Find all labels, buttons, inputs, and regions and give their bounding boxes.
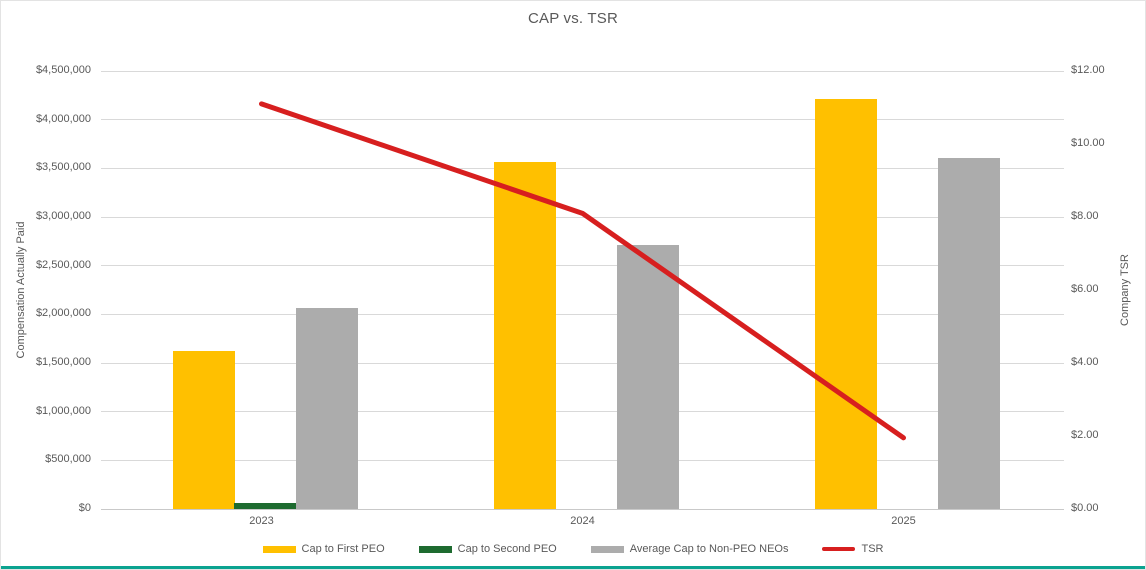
gridline bbox=[101, 459, 1064, 461]
legend-swatch-tsr bbox=[822, 547, 856, 551]
gridline bbox=[101, 411, 1064, 413]
legend-swatch-cap-to-first-peo bbox=[262, 545, 296, 553]
right-axis-tick-label: $0.00 bbox=[1071, 502, 1099, 514]
bar-average-cap-to-non-peo-neos bbox=[937, 157, 1000, 509]
right-axis-tick-label: $6.00 bbox=[1071, 283, 1099, 295]
legend-swatch-average-cap-to-non-peo-neos bbox=[590, 545, 624, 553]
bar-cap-to-second-peo bbox=[233, 503, 296, 509]
left-axis-tick-label: $500,000 bbox=[45, 453, 91, 466]
gridline bbox=[101, 167, 1064, 169]
legend-item-cap-to-first-peo: Cap to First PEO bbox=[262, 543, 385, 555]
legend-label: Cap to First PEO bbox=[301, 543, 385, 555]
legend-label: Cap to Second PEO bbox=[457, 543, 557, 555]
left-axis-tick-label: $3,000,000 bbox=[35, 210, 91, 222]
legend-item-tsr: TSR bbox=[822, 543, 883, 555]
right-axis-tick-label: $12.00 bbox=[1071, 64, 1105, 76]
bar-average-cap-to-non-peo-neos bbox=[295, 308, 358, 509]
gridline bbox=[101, 265, 1064, 267]
gridline bbox=[101, 362, 1064, 364]
left-axis-tick-label: $0 bbox=[78, 502, 91, 514]
x-axis-label: 2024 bbox=[570, 515, 595, 527]
bar-cap-to-first-peo bbox=[493, 161, 556, 509]
legend-item-average-cap-to-non-peo-neos: Average Cap to Non-PEO NEOs bbox=[590, 543, 789, 555]
right-axis-tick-label: $8.00 bbox=[1071, 210, 1099, 222]
left-axis-tick-label: $3,500,000 bbox=[35, 161, 91, 174]
right-axis-tick-label: $2.00 bbox=[1071, 429, 1099, 441]
gridline bbox=[101, 216, 1064, 218]
gridline bbox=[101, 70, 1064, 72]
bar-cap-to-first-peo bbox=[172, 351, 235, 509]
legend: Cap to First PEO Cap to Second PEO Average… bbox=[1, 543, 1145, 555]
right-axis-tick-label: $4.00 bbox=[1071, 356, 1099, 368]
legend-label: TSR bbox=[861, 543, 884, 555]
bar-average-cap-to-non-peo-neos bbox=[616, 245, 679, 509]
gridline bbox=[101, 119, 1064, 121]
left-axis-tick-label: $1,500,000 bbox=[35, 356, 91, 368]
chart-title: CAP vs. TSR bbox=[527, 10, 618, 27]
bar-cap-to-first-peo bbox=[814, 99, 877, 509]
x-axis-label: 2023 bbox=[249, 515, 274, 527]
legend-item-cap-to-second-peo: Cap to Second PEO bbox=[418, 543, 557, 555]
left-axis-tick-label: $4,500,000 bbox=[35, 64, 91, 76]
left-axis-tick-label: $2,500,000 bbox=[35, 258, 91, 271]
gridline bbox=[101, 508, 1064, 510]
right-axis-tick-label: $10.00 bbox=[1071, 137, 1105, 149]
bottom-accent-bar bbox=[1, 566, 1145, 569]
left-axis-tick-label: $2,000,000 bbox=[35, 307, 91, 320]
left-axis-tick-label: $1,000,000 bbox=[35, 404, 91, 417]
gridline bbox=[101, 313, 1064, 315]
left-axis-tick-label: $4,000,000 bbox=[35, 112, 91, 125]
legend-label: Average Cap to Non-PEO NEOs bbox=[629, 543, 789, 555]
legend-swatch-cap-to-second-peo bbox=[418, 545, 452, 553]
x-axis-label: 2025 bbox=[891, 515, 916, 527]
